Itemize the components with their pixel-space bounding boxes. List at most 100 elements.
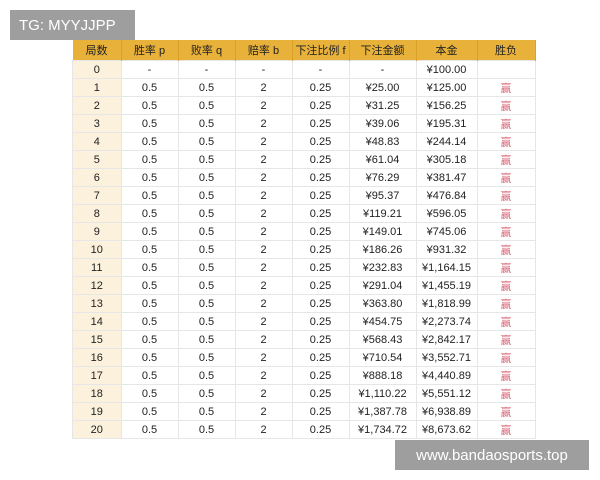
result-cell: 赢 <box>476 168 536 187</box>
table-cell: 2 <box>234 240 293 259</box>
table-cell: 0.5 <box>120 312 179 331</box>
table-cell: 0.5 <box>120 114 179 133</box>
watermark-bottom: www.bandaosports.top <box>395 440 589 470</box>
table-cell: 12 <box>72 276 122 295</box>
table-cell: ¥76.29 <box>348 168 417 187</box>
table-cell: 2 <box>234 150 293 169</box>
table-cell: ¥156.25 <box>415 96 478 115</box>
table-cell: 16 <box>72 348 122 367</box>
table-cell: 0.25 <box>291 384 350 403</box>
result-cell: 赢 <box>476 312 536 331</box>
table-cell: 0.25 <box>291 402 350 421</box>
table-cell: 0.25 <box>291 330 350 349</box>
table-cell: 0.5 <box>120 132 179 151</box>
table-cell: 0.5 <box>120 222 179 241</box>
table-cell: 7 <box>72 186 122 205</box>
table-cell: 2 <box>234 366 293 385</box>
result-cell: 赢 <box>476 330 536 349</box>
table-cell: 2 <box>234 420 293 439</box>
table-row: 14 0.5 0.5 2 0.25 ¥454.75 ¥2,273.74 赢 <box>72 312 536 331</box>
table-cell: ¥125.00 <box>415 78 478 97</box>
table-cell: ¥48.83 <box>348 132 417 151</box>
column-header: 胜负 <box>477 40 536 61</box>
table-cell: - <box>120 60 179 79</box>
table-cell: 0.25 <box>291 96 350 115</box>
table-cell: 2 <box>234 330 293 349</box>
result-cell: 赢 <box>476 420 536 439</box>
table-cell: ¥5,551.12 <box>415 384 478 403</box>
table-row: 13 0.5 0.5 2 0.25 ¥363.80 ¥1,818.99 赢 <box>72 294 536 313</box>
table-cell: 0.5 <box>177 114 236 133</box>
result-cell: 赢 <box>476 240 536 259</box>
table-cell: 0.5 <box>120 186 179 205</box>
table-cell: 0.5 <box>177 402 236 421</box>
result-cell: 赢 <box>476 186 536 205</box>
table-cell: 0.5 <box>177 312 236 331</box>
table-cell: 5 <box>72 150 122 169</box>
column-header: 败率 q <box>178 40 236 61</box>
column-header: 胜率 p <box>121 40 179 61</box>
table-cell: 19 <box>72 402 122 421</box>
table-cell: 0.25 <box>291 204 350 223</box>
table-cell: 0.25 <box>291 186 350 205</box>
table-cell: 2 <box>234 294 293 313</box>
header-row: 局数 胜率 p 败率 q 赔率 b 下注比例 f 下注金额 本金 胜负 <box>72 40 536 61</box>
table-cell: 2 <box>234 96 293 115</box>
column-header: 下注比例 f <box>292 40 350 61</box>
result-cell: 赢 <box>476 294 536 313</box>
table-cell: 3 <box>72 114 122 133</box>
table-cell: 0.25 <box>291 366 350 385</box>
table-cell: 2 <box>234 312 293 331</box>
result-cell: 赢 <box>476 204 536 223</box>
table-row: 7 0.5 0.5 2 0.25 ¥95.37 ¥476.84 赢 <box>72 186 536 205</box>
table-row: 11 0.5 0.5 2 0.25 ¥232.83 ¥1,164.15 赢 <box>72 258 536 277</box>
table-cell: 17 <box>72 366 122 385</box>
result-cell: 赢 <box>476 276 536 295</box>
table-cell: 2 <box>234 204 293 223</box>
table-cell: - <box>291 60 350 79</box>
table-row: 3 0.5 0.5 2 0.25 ¥39.06 ¥195.31 赢 <box>72 114 536 133</box>
table-cell: 0.25 <box>291 420 350 439</box>
table-cell: 0.5 <box>120 276 179 295</box>
table-cell: 0.5 <box>177 204 236 223</box>
table-cell: 6 <box>72 168 122 187</box>
table-cell: ¥3,552.71 <box>415 348 478 367</box>
table-cell: ¥39.06 <box>348 114 417 133</box>
table-cell: 15 <box>72 330 122 349</box>
table-cell: 0.25 <box>291 294 350 313</box>
table-cell: 0.25 <box>291 312 350 331</box>
result-cell: 赢 <box>476 132 536 151</box>
table-row: 18 0.5 0.5 2 0.25 ¥1,110.22 ¥5,551.12 赢 <box>72 384 536 403</box>
table-row: 5 0.5 0.5 2 0.25 ¥61.04 ¥305.18 赢 <box>72 150 536 169</box>
table-cell: 0.5 <box>177 150 236 169</box>
table-cell: ¥232.83 <box>348 258 417 277</box>
table-cell: 20 <box>72 420 122 439</box>
table-cell: 2 <box>234 384 293 403</box>
table-cell: 0.5 <box>177 78 236 97</box>
result-cell <box>476 60 536 79</box>
table-cell: 0.5 <box>120 96 179 115</box>
table-cell: 0 <box>72 60 122 79</box>
table-cell: ¥31.25 <box>348 96 417 115</box>
table-cell: 0.25 <box>291 222 350 241</box>
table-row: 15 0.5 0.5 2 0.25 ¥568.43 ¥2,842.17 赢 <box>72 330 536 349</box>
table-cell: 0.5 <box>120 384 179 403</box>
table-cell: 18 <box>72 384 122 403</box>
table-cell: ¥710.54 <box>348 348 417 367</box>
table-cell: 2 <box>234 186 293 205</box>
table-cell: 2 <box>234 348 293 367</box>
table-cell: 0.5 <box>120 420 179 439</box>
table-cell: 0.5 <box>120 240 179 259</box>
table-cell: 0.25 <box>291 114 350 133</box>
table-cell: ¥244.14 <box>415 132 478 151</box>
table-cell: 1 <box>72 78 122 97</box>
table-cell: 0.25 <box>291 78 350 97</box>
table-cell: ¥1,734.72 <box>348 420 417 439</box>
table-cell: - <box>177 60 236 79</box>
table-cell: 0.5 <box>177 168 236 187</box>
result-cell: 赢 <box>476 114 536 133</box>
table-cell: ¥186.26 <box>348 240 417 259</box>
table-cell: 0.5 <box>120 348 179 367</box>
table-cell: 0.5 <box>177 276 236 295</box>
table-cell: ¥305.18 <box>415 150 478 169</box>
